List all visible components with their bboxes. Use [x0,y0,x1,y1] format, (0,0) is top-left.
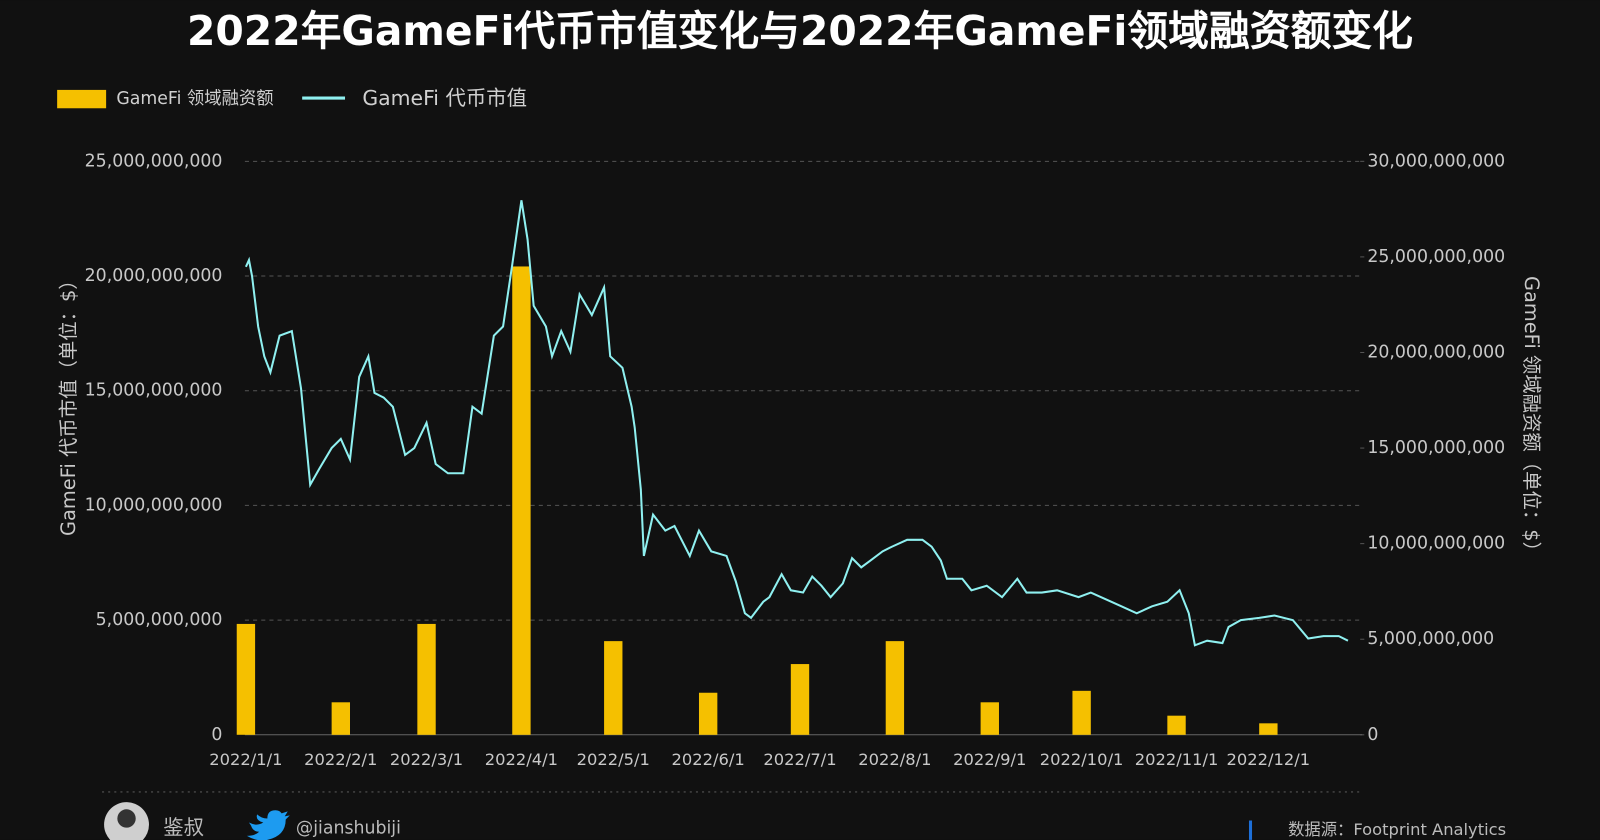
footer-source: 数据源：Footprint Analytics [1288,820,1506,839]
footer-author: 鉴叔 [163,816,204,840]
footer: 鉴叔 @jianshubiji 数据源：Footprint Analytics [104,802,1506,840]
line [244,200,1349,647]
footer-handle: @jianshubiji [296,819,401,839]
y2-tick-label: 5,000,000,000 [1367,629,1494,649]
bar [980,702,999,735]
twitter-icon [246,810,290,840]
legend-label: GameFi 代币市值 [362,86,527,110]
legend-swatch [57,89,107,109]
y2-axis-label: GameFi 领域融资额（单位：$） [1520,276,1543,561]
bar [604,641,623,735]
bar [512,266,531,735]
bar [790,664,810,735]
y2-tick-label: 15,000,000,000 [1367,438,1505,458]
bar [1167,715,1186,735]
x-tick-label: 2022/5/1 [577,750,650,769]
y2-tick-label: 0 [1367,725,1378,745]
chart-title: 2022年GameFi代币市值变化与2022年GameFi领域融资额变化 [187,7,1413,55]
y-tick-label: 15,000,000,000 [85,381,223,401]
bar [331,702,350,735]
x-tick-label: 2022/4/1 [485,750,558,769]
x-tick-label: 2022/6/1 [672,750,745,769]
x-tick-label: 2022/3/1 [390,750,463,769]
y2-tick-label: 30,000,000,000 [1367,151,1505,171]
x-tick-label: 2022/10/1 [1040,750,1124,769]
y-tick-label: 10,000,000,000 [85,495,223,515]
x-tick-label: 2022/11/1 [1135,750,1219,769]
bar [885,641,905,735]
y-tick-label: 20,000,000,000 [85,266,223,286]
bar [698,692,718,735]
y2-tick-label: 10,000,000,000 [1367,534,1505,554]
y-axis-label: GameFi 代币市值（单位：$） [57,270,80,536]
x-tick-label: 2022/8/1 [858,750,931,769]
x-tick-label: 2022/2/1 [304,750,377,769]
x-tick-label: 2022/9/1 [953,750,1026,769]
y-tick-label: 5,000,000,000 [96,610,223,630]
bar [1072,690,1091,735]
legend-label: GameFi 领域融资额 [116,89,273,109]
y2-tick-label: 20,000,000,000 [1367,342,1505,362]
avatar-face [117,809,136,828]
x-tick-label: 2022/12/1 [1227,750,1311,769]
y-tick-label: 0 [211,725,222,745]
y2-tick-label: 25,000,000,000 [1367,247,1505,267]
y-tick-label: 25,000,000,000 [85,151,223,171]
bar [1259,723,1278,735]
bar [417,623,436,735]
source-marker [1248,820,1253,840]
x-tick-label: 2022/1/1 [209,750,282,769]
x-tick-label: 2022/7/1 [763,750,836,769]
bar [236,623,256,735]
